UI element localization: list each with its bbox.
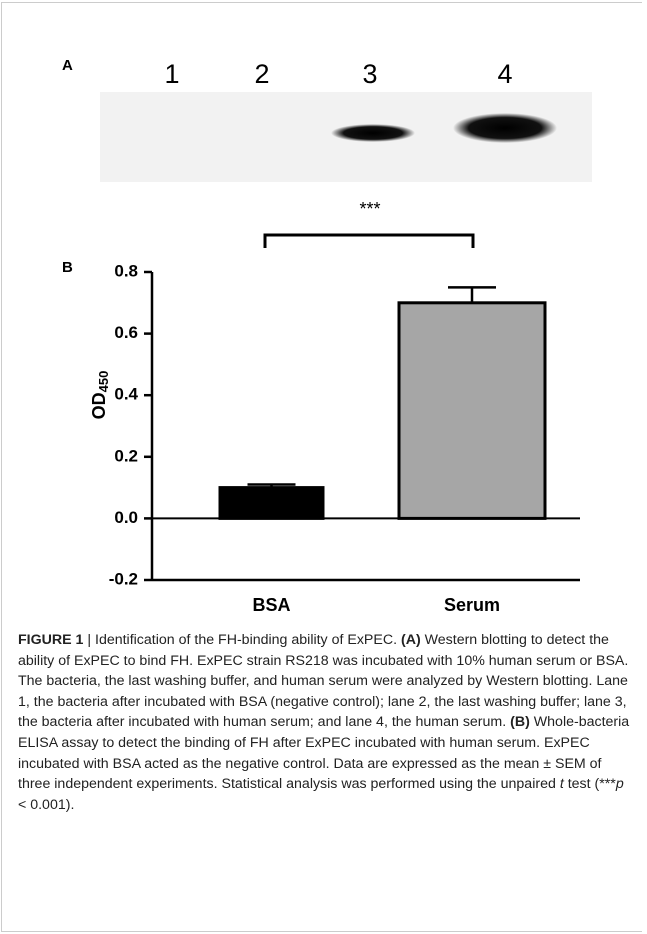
caption-segment: t (559, 776, 564, 793)
y-label-subscript: 450 (96, 371, 111, 393)
bar (397, 301, 547, 520)
figure: A B *** OD450 1 2 3 4 -0.2 0.0 0.2 0.4 0.6 0.8 BSA… (62, 57, 592, 615)
y-tick-label: 0.0 (114, 508, 138, 527)
y-tick-label: -0.2 (109, 569, 138, 588)
blot-band (453, 113, 557, 143)
y-tick-label: 0.8 (114, 261, 138, 280)
panel-label: A (62, 57, 73, 74)
lane-label: 2 (254, 59, 269, 89)
significance-bracket (263, 233, 475, 248)
x-tick-label: Serum (444, 595, 500, 615)
bar (218, 486, 325, 520)
caption: FIGURE 1 | Identification of the FH-bind… (18, 630, 630, 815)
caption-segment: p (615, 776, 624, 793)
y-tick-label: 0.4 (114, 385, 138, 404)
blot-band (331, 124, 415, 142)
caption-segment: FIGURE 1 (18, 632, 84, 648)
y-tick-label: 0.2 (114, 446, 138, 465)
significance: *** (359, 199, 380, 219)
caption-segment: Western blotting to detect the ability o… (18, 632, 629, 731)
x-tick-label: BSA (252, 595, 290, 615)
panel-label: B (62, 259, 73, 276)
caption-segment: (B) (510, 714, 530, 731)
caption-segment: test (*** (563, 776, 616, 793)
caption-segment: Whole-bacteria ELISA assay to detect the… (18, 714, 630, 793)
caption-segment: | Identification of the FH-binding abili… (83, 632, 401, 648)
caption-segment: < 0.001). (18, 796, 75, 813)
y-axis-label: OD450 (89, 371, 112, 420)
lane-label: 4 (497, 59, 512, 89)
y-label-text: OD (89, 392, 109, 419)
caption-segment: (A) (400, 632, 421, 648)
y-tick-label: 0.6 (114, 323, 138, 342)
lane-label: 1 (164, 59, 179, 89)
lane-label: 3 (362, 59, 377, 89)
